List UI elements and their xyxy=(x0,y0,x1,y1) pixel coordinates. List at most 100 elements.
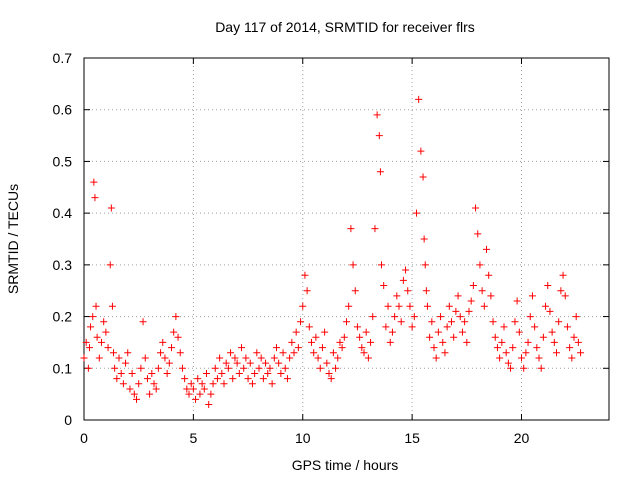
data-point xyxy=(137,364,145,372)
data-point xyxy=(410,313,418,321)
data-point xyxy=(139,318,147,326)
data-point xyxy=(227,349,235,357)
data-point xyxy=(231,354,239,362)
data-point xyxy=(246,359,254,367)
data-point xyxy=(253,349,261,357)
data-point xyxy=(189,385,197,393)
data-point xyxy=(566,344,574,352)
data-point xyxy=(310,349,318,357)
data-point xyxy=(421,261,429,269)
data-point xyxy=(474,230,482,238)
y-tick-label: 0.3 xyxy=(53,257,73,273)
data-point xyxy=(548,328,556,336)
data-point xyxy=(323,359,331,367)
data-point xyxy=(478,287,486,295)
data-point xyxy=(100,318,108,326)
data-point xyxy=(408,323,416,331)
data-point xyxy=(476,261,484,269)
data-point xyxy=(327,375,335,383)
data-point xyxy=(187,380,195,388)
data-point xyxy=(248,380,256,388)
data-point xyxy=(222,359,230,367)
data-point xyxy=(524,338,532,346)
x-tick-label: 0 xyxy=(80,430,88,446)
data-point xyxy=(513,297,521,305)
y-tick-label: 0.2 xyxy=(53,309,73,325)
data-point xyxy=(146,390,154,398)
data-point xyxy=(111,364,119,372)
data-point xyxy=(124,349,132,357)
data-point xyxy=(441,349,449,357)
data-point xyxy=(168,344,175,352)
data-point xyxy=(159,338,167,346)
data-point xyxy=(198,380,206,388)
data-point xyxy=(537,364,545,372)
data-point xyxy=(119,380,127,388)
data-point xyxy=(456,313,464,321)
data-point xyxy=(373,111,381,119)
data-point xyxy=(553,349,560,357)
data-point xyxy=(334,354,342,362)
data-point xyxy=(531,323,539,331)
data-point xyxy=(128,369,136,377)
data-point xyxy=(102,328,110,336)
data-point xyxy=(454,292,462,300)
data-point xyxy=(80,354,88,362)
data-point xyxy=(244,375,252,383)
data-point xyxy=(113,375,121,383)
data-point xyxy=(345,302,353,310)
x-tick-label: 20 xyxy=(514,430,530,446)
data-point xyxy=(544,282,552,290)
data-point xyxy=(509,344,517,352)
data-point xyxy=(493,344,501,352)
data-point xyxy=(268,380,276,388)
data-point xyxy=(329,349,337,357)
data-point xyxy=(321,328,329,336)
data-point xyxy=(308,338,315,346)
data-point xyxy=(209,380,217,388)
data-point xyxy=(224,364,232,372)
y-axis-title: SRMTID / TECUs xyxy=(5,184,21,294)
data-point xyxy=(559,271,567,279)
data-point xyxy=(561,292,569,300)
y-tick-label: 0.7 xyxy=(53,50,73,66)
data-point xyxy=(93,333,101,341)
data-point xyxy=(196,390,204,398)
data-point xyxy=(469,282,477,290)
data-point xyxy=(262,359,270,367)
data-point xyxy=(316,364,324,372)
data-point xyxy=(349,261,357,269)
data-point xyxy=(229,375,237,383)
data-point xyxy=(502,349,510,357)
data-point xyxy=(135,380,143,388)
data-point xyxy=(213,375,221,383)
data-point xyxy=(467,297,475,305)
data-point xyxy=(371,225,379,233)
data-point xyxy=(165,359,173,367)
data-point xyxy=(318,344,326,352)
data-point xyxy=(496,354,504,362)
data-point xyxy=(211,364,219,372)
data-point xyxy=(417,147,425,155)
data-point xyxy=(397,318,405,326)
data-point xyxy=(557,287,565,295)
data-point xyxy=(161,354,169,362)
data-point xyxy=(343,318,350,326)
data-point xyxy=(550,338,558,346)
x-axis-title: GPS time / hours xyxy=(292,457,399,473)
data-point xyxy=(500,323,508,331)
data-point xyxy=(288,338,296,346)
data-point xyxy=(432,354,440,362)
data-point xyxy=(504,359,512,367)
data-point xyxy=(489,318,497,326)
data-point xyxy=(294,344,302,352)
data-point xyxy=(450,333,458,341)
data-point xyxy=(362,328,370,336)
data-point xyxy=(325,369,333,377)
data-point xyxy=(483,245,490,253)
data-point xyxy=(292,328,300,336)
data-point xyxy=(203,369,210,377)
data-point xyxy=(240,364,248,372)
data-point xyxy=(443,323,451,331)
data-point xyxy=(259,375,267,383)
